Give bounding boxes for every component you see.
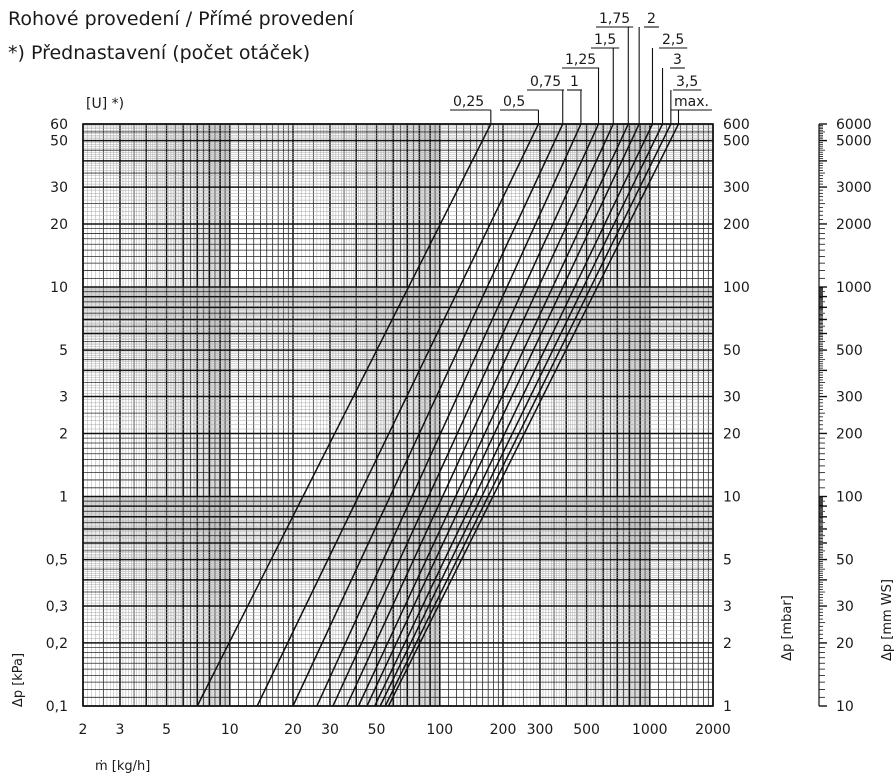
series-line-3: [316, 123, 582, 707]
x-tick-label: 200: [490, 722, 517, 738]
x-tick-label: 20: [284, 722, 302, 738]
series-line-10: [384, 123, 672, 707]
x-tick-label: 500: [573, 722, 600, 738]
curve-label-11: max.: [674, 94, 709, 110]
y-tick-label-kpa: 3: [59, 390, 68, 406]
y-tick-label-mbar: 20: [723, 426, 741, 442]
y-tick-label-mmws: 1000: [836, 280, 872, 296]
y-axis-title-mmws: Δp [mm WS]: [880, 579, 895, 661]
series-line-8: [374, 123, 654, 707]
x-tick-label: 2: [79, 722, 88, 738]
y-tick-label-kpa: 50: [50, 134, 68, 150]
y-tick-label-mbar: 100: [723, 280, 750, 296]
series-line-9: [379, 123, 664, 707]
y-tick-label-mbar: 600: [723, 117, 750, 133]
curve-label-3: 1: [570, 74, 579, 90]
curve-label-7: 2: [647, 11, 656, 27]
chart-axes: 2 3 5 10 20 30 50 100 200 300 500 1000 2000 0,1 0,2 0,3…: [11, 96, 895, 774]
x-tick-label: 50: [368, 722, 386, 738]
y-tick-label-mmws: 10: [836, 699, 854, 715]
curve-label-8: 2,5: [662, 32, 684, 48]
series-line-2: [292, 123, 564, 707]
y-tick-label-mbar: 2: [723, 636, 732, 652]
x-tick-label: 5: [162, 722, 171, 738]
y-tick-label-mmws: 3000: [836, 180, 872, 196]
y-tick-label-mbar: 3: [723, 599, 732, 615]
y-axis-title-mbar: Δp [mbar]: [780, 595, 795, 661]
chart-subtitle-1: Rohové provedení / Přímé provedení: [8, 8, 354, 30]
series-line-4: [332, 123, 600, 707]
curve-label-0: 0,25: [453, 94, 484, 110]
plot-frame: [82, 123, 714, 707]
y-tick-label-mbar: 10: [723, 490, 741, 506]
y-tick-label-mmws: 20: [836, 636, 854, 652]
series-line-5: [345, 123, 614, 707]
y-tick-label-kpa: 30: [50, 180, 68, 196]
x-tick-label: 3: [116, 722, 125, 738]
curve-label-2: 0,75: [530, 74, 561, 90]
series-line-11: [387, 123, 680, 707]
y-tick-label-kpa: 10: [50, 280, 68, 296]
x-axis-title: ṁ [kg/h]: [95, 759, 150, 774]
y-tick-label-mmws: 50: [836, 553, 854, 569]
series-line-1: [256, 123, 540, 707]
y-tick-label-kpa: 0,2: [46, 636, 68, 652]
y-tick-label-mbar: 200: [723, 217, 750, 233]
y-axis-title-kpa: Δp [kPa]: [11, 653, 26, 707]
y-tick-label-mmws: 100: [836, 490, 863, 506]
curve-label-6: 1,75: [599, 11, 630, 27]
series-line-7: [366, 123, 640, 707]
y-tick-label-kpa: 5: [59, 343, 68, 359]
y-tick-label-kpa: 1: [59, 490, 68, 506]
series-line-0: [196, 123, 492, 707]
chart-series-lines: [196, 123, 680, 707]
y-tick-label-kpa: 0,5: [46, 553, 68, 569]
y-tick-label-kpa: 0,3: [46, 599, 68, 615]
y-tick-label-mmws: 6000: [836, 117, 872, 133]
y-tick-label-mmws: 2000: [836, 217, 872, 233]
x-tick-label: 1000: [632, 722, 668, 738]
series-line-6: [357, 123, 629, 707]
curve-label-9: 3: [673, 52, 682, 68]
x-tick-label: 30: [321, 722, 339, 738]
x-tick-label: 2000: [695, 722, 731, 738]
curve-label-10: 3,5: [676, 74, 698, 90]
chart-subtitle-2: *) Přednastavení (počet otáček): [8, 42, 311, 64]
y-tick-label-mbar: 30: [723, 390, 741, 406]
y-tick-label-mbar: 5: [723, 553, 732, 569]
y-tick-label-mmws: 300: [836, 390, 863, 406]
y-tick-label-mbar: 1: [723, 699, 732, 715]
y-tick-label-mmws: 200: [836, 426, 863, 442]
y-tick-label-kpa: 20: [50, 217, 68, 233]
y-tick-label-mmws: 5000: [836, 134, 872, 150]
curve-label-1: 0,5: [503, 94, 525, 110]
y-tick-label-mbar: 50: [723, 343, 741, 359]
y-tick-label-kpa: 60: [50, 117, 68, 133]
curve-label-4: 1,25: [565, 52, 596, 68]
y-tick-label-mmws: 30: [836, 599, 854, 615]
x-tick-label: 300: [527, 722, 554, 738]
x-tick-label: 100: [426, 722, 453, 738]
curve-setting-header: [U] *): [86, 96, 124, 112]
chart-curve-labels: 0,25 0,5 0,75 1 1,25 1,5 1,75 2 2,5 3 3,5 max.: [450, 11, 712, 124]
y-tick-label-mbar: 300: [723, 180, 750, 196]
curve-label-5: 1,5: [594, 32, 616, 48]
y-tick-label-kpa: 2: [59, 426, 68, 442]
x-tick-label: 10: [221, 722, 239, 738]
y-tick-label-mbar: 500: [723, 134, 750, 150]
y-tick-label-mmws: 500: [836, 343, 863, 359]
y-tick-label-kpa: 0,1: [46, 699, 68, 715]
